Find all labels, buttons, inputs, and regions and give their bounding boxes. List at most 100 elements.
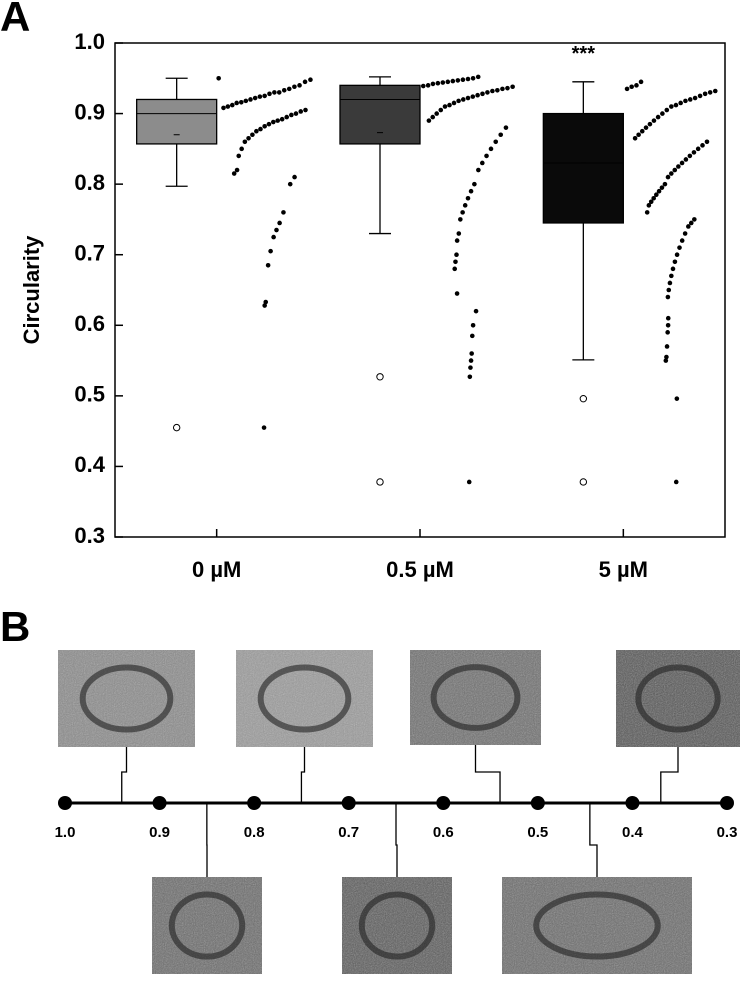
data-point: [284, 115, 289, 120]
data-point: [675, 396, 680, 401]
data-point: [669, 274, 674, 279]
data-point: [489, 147, 494, 152]
data-point: [625, 87, 630, 92]
data-point: [292, 175, 297, 180]
data-point: [451, 79, 456, 84]
data-point: [239, 100, 244, 105]
significance-label: ***: [572, 43, 596, 65]
data-point: [476, 168, 481, 173]
data-point: [281, 210, 286, 215]
data-point: [455, 238, 460, 243]
data-point: [457, 231, 462, 236]
data-point: [469, 189, 474, 194]
data-point: [673, 259, 678, 264]
data-point: [297, 83, 302, 88]
data-point: [666, 175, 671, 180]
x-tick-label: 0.5 µM: [386, 557, 454, 582]
data-point: [427, 118, 432, 123]
data-point: [713, 89, 718, 94]
data-point: [282, 88, 287, 93]
y-tick-label: 0.7: [74, 241, 105, 266]
data-point: [468, 365, 473, 370]
data-point: [666, 316, 671, 321]
data-point: [475, 93, 480, 98]
y-tick-label: 0.9: [74, 99, 105, 124]
data-point: [469, 358, 474, 363]
data-point: [480, 161, 485, 166]
data-point: [262, 425, 267, 430]
data-point: [453, 259, 458, 264]
data-point: [239, 147, 244, 152]
scale-tick-label: 0.6: [433, 824, 454, 841]
data-point: [633, 136, 638, 141]
image-connector: [590, 803, 597, 877]
scale-tick: [247, 796, 261, 810]
data-point: [689, 221, 694, 226]
panel-label: B: [0, 603, 30, 650]
outlier: [377, 374, 383, 380]
data-point: [236, 154, 241, 159]
data-point: [466, 77, 471, 82]
data-point: [644, 125, 649, 130]
y-tick-label: 1.0: [74, 29, 105, 54]
x-tick-label: 0 µM: [192, 557, 241, 582]
data-point: [495, 88, 500, 93]
data-point: [456, 78, 461, 83]
data-point: [447, 103, 452, 108]
data-point: [472, 182, 477, 187]
data-point: [274, 228, 279, 233]
data-point: [656, 115, 661, 120]
data-point: [692, 150, 697, 155]
data-point: [262, 124, 267, 129]
data-point: [636, 132, 641, 137]
data-point: [244, 99, 249, 104]
y-tick-label: 0.4: [74, 452, 105, 477]
data-point: [271, 120, 276, 125]
data-point: [243, 140, 248, 145]
data-point: [275, 118, 280, 123]
image-connector: [396, 803, 397, 877]
data-point: [698, 94, 703, 99]
data-point: [674, 480, 679, 485]
data-point: [426, 83, 431, 88]
data-point: [230, 103, 235, 108]
data-point: [466, 96, 471, 101]
data-point: [246, 136, 251, 141]
scale-tick: [342, 796, 356, 810]
data-point: [288, 182, 293, 187]
outlier: [173, 424, 179, 430]
box: [340, 85, 420, 144]
data-point: [461, 97, 466, 102]
data-point: [431, 82, 436, 87]
data-point: [441, 80, 446, 85]
data-point: [436, 81, 441, 86]
scale-tick: [436, 796, 450, 810]
data-point: [221, 106, 226, 111]
scale-tick: [625, 796, 639, 810]
scale-tick: [58, 796, 72, 810]
data-point: [262, 303, 267, 308]
image-connector: [122, 747, 127, 803]
data-point: [674, 103, 679, 108]
data-point: [645, 210, 650, 215]
data-point: [460, 210, 465, 215]
data-point: [660, 111, 665, 116]
data-point: [666, 323, 671, 328]
data-point: [253, 96, 258, 101]
data-point: [267, 92, 272, 97]
data-point: [430, 115, 435, 120]
data-point: [676, 164, 681, 169]
data-point: [232, 171, 237, 176]
data-point: [692, 217, 697, 222]
data-point: [454, 252, 459, 257]
box: [137, 99, 217, 143]
data-point: [688, 97, 693, 102]
data-point: [476, 75, 481, 80]
data-point: [504, 125, 509, 130]
scale-tick-label: 0.7: [338, 824, 359, 841]
data-point: [672, 168, 677, 173]
data-point: [498, 132, 503, 137]
data-point: [663, 182, 668, 187]
data-point: [665, 344, 670, 349]
